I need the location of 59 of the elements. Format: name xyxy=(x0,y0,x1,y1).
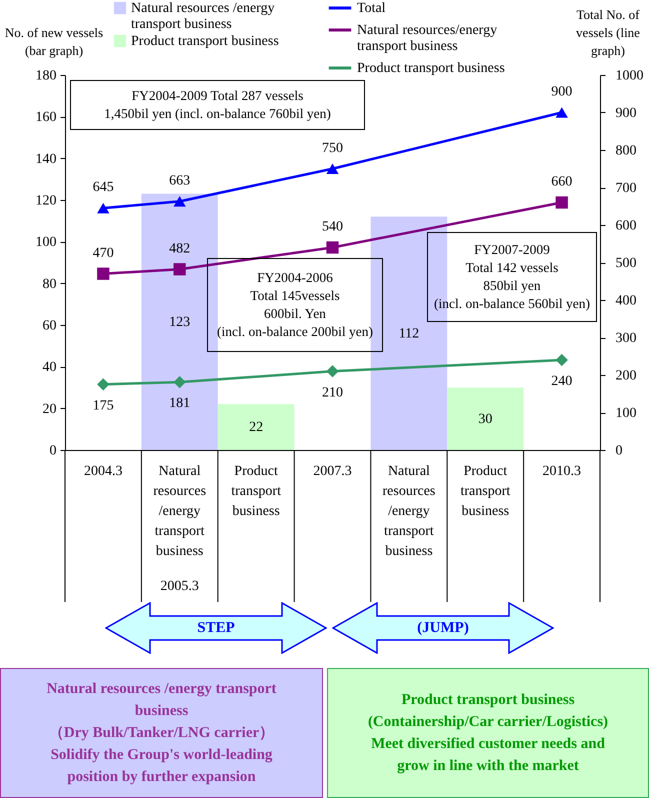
annotation: FY2004-2009 Total 287 vessels 1,450bil yen (incl. on-balance 760bil yen) xyxy=(70,80,365,130)
y-tick-label: 20 xyxy=(42,402,56,417)
y2-tick-label: 600 xyxy=(616,218,636,234)
x-tick-label: 2007.3 xyxy=(313,464,352,479)
y-tick-label: 180 xyxy=(36,68,56,84)
x-tick-label: 2004.3 xyxy=(84,464,122,479)
y2-tick-label: 500 xyxy=(616,256,636,271)
x-tick-label: Natural resources /energy transport business xyxy=(153,464,206,559)
y2-tick-label: 1000 xyxy=(616,68,644,84)
data-label: 22 xyxy=(249,420,264,436)
data-label: 663 xyxy=(169,173,190,188)
y-tick-label: 0 xyxy=(50,444,56,458)
x-tick-label: Natural resources /energy transport business xyxy=(382,464,436,559)
y-tick-label: 120 xyxy=(36,194,56,208)
data-label: 240 xyxy=(551,374,572,389)
text: 2005.3 xyxy=(160,579,199,594)
x-tick-label: 2010.3 xyxy=(542,464,582,479)
data-label: 482 xyxy=(169,241,190,256)
data-label: 470 xyxy=(92,246,114,261)
y2-tick-label: 200 xyxy=(616,368,636,384)
legend-label: Natural resources /energy transport business xyxy=(131,1,275,32)
data-label: 645 xyxy=(92,180,114,196)
data-label: 210 xyxy=(322,385,343,400)
y-tick-label: 160 xyxy=(36,110,56,126)
y-tick-label: 100 xyxy=(36,235,56,250)
annotation: FY2007-2009 Total 142 vessels 850bil yen (incl. on-balance 560bil yen) xyxy=(427,232,597,322)
y2-axis-title: Total No. of vessels (line graph) xyxy=(576,7,640,58)
y2-tick-label: 400 xyxy=(616,294,636,308)
text: Natural resources /energy transport business （Dry Bulk/Tanker/LNG carrier） Solidify the Group's world-leading position by further expansion xyxy=(0,668,323,798)
data-label: 750 xyxy=(322,140,343,156)
legend-label: Total xyxy=(357,1,386,16)
data-label: 30 xyxy=(478,412,492,427)
y2-tick-label: 0 xyxy=(616,444,622,458)
y-tick-label: 140 xyxy=(36,152,56,167)
data-label: 175 xyxy=(92,398,114,414)
text: Product transport business (Containership/Car carrier/Logistics) Meet diversified customer needs and grow in line with the market xyxy=(327,668,649,798)
data-label: 900 xyxy=(551,84,572,100)
data-label: 181 xyxy=(169,396,190,412)
legend-label: Product transport business xyxy=(357,61,505,76)
y2-tick-label: 700 xyxy=(616,181,636,196)
data-label: 123 xyxy=(169,314,190,330)
y2-tick-label: 800 xyxy=(616,144,636,158)
y-tick-label: 40 xyxy=(42,360,56,376)
annotation: FY2004-2006 Total 145vessels 600bil. Yen (incl. on-balance 200bil yen) xyxy=(207,258,383,352)
y2-tick-label: 100 xyxy=(616,406,636,421)
y2-tick-label: 300 xyxy=(616,331,636,346)
text: (JUMP) xyxy=(416,619,470,638)
x-tick-label: Product transport business xyxy=(460,464,510,519)
legend-label: Product transport business xyxy=(131,34,279,49)
data-label: 660 xyxy=(551,174,572,190)
y-tick-label: 80 xyxy=(42,276,56,292)
y-axis-title: No. of new vessels (bar graph) xyxy=(4,25,104,58)
text: STEP xyxy=(196,619,236,638)
data-label: 540 xyxy=(322,220,343,234)
legend-label: Natural resources/energy transport business xyxy=(357,23,498,54)
x-tick-label: Product transport business xyxy=(231,464,282,519)
y-tick-label: 60 xyxy=(42,318,56,334)
data-label: 112 xyxy=(398,326,420,342)
y2-tick-label: 900 xyxy=(616,106,636,121)
